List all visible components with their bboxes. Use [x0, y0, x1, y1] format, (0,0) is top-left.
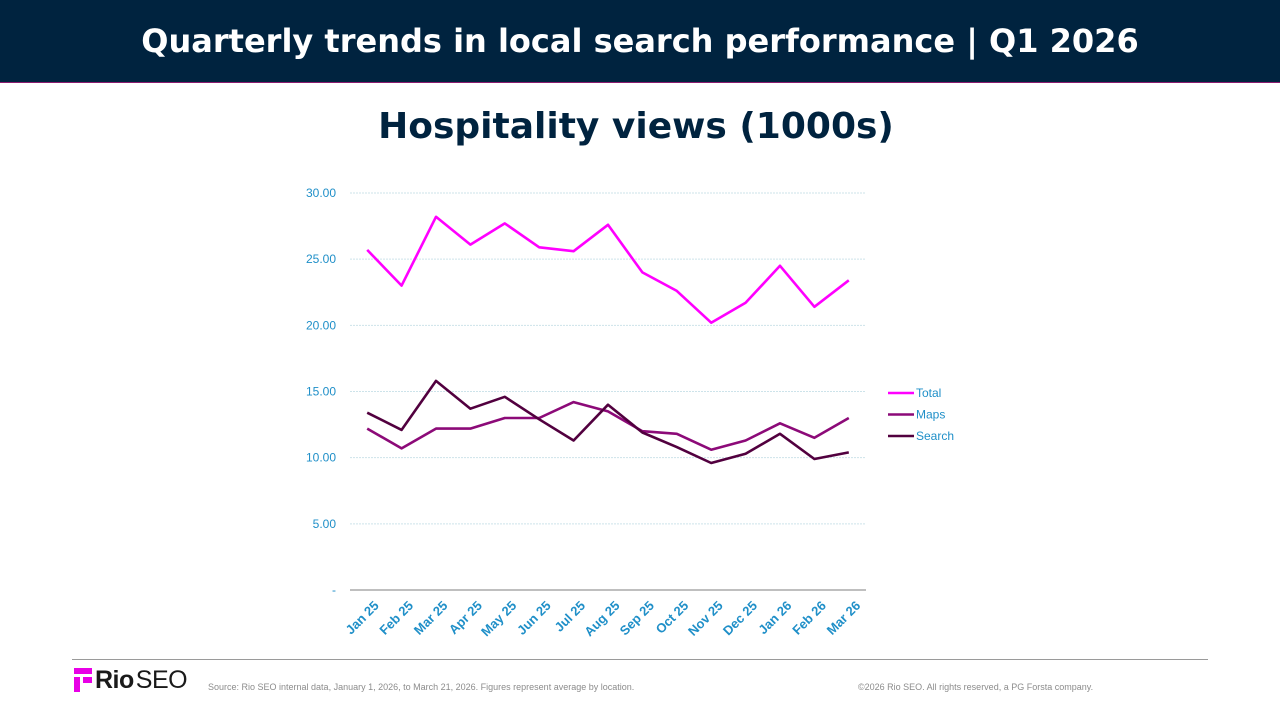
series-line-search	[366, 379, 850, 465]
x-tick-label: Oct 25	[653, 598, 692, 637]
x-tick-label: Jan 26	[755, 598, 794, 637]
y-tick-label: 15.00	[306, 385, 336, 399]
x-tick-label: Feb 25	[376, 598, 416, 638]
x-tick-label: Jan 25	[343, 598, 382, 637]
x-tick-label: Dec 25	[720, 598, 760, 638]
x-tick-label: Aug 25	[581, 598, 622, 639]
footer-divider	[72, 659, 1208, 660]
chart-title: Hospitality views (1000s)	[378, 106, 894, 147]
series-line-maps	[366, 400, 850, 452]
y-tick-label: -	[332, 583, 336, 597]
x-tick-label: Mar 25	[411, 598, 451, 638]
x-tick-label: Apr 25	[446, 598, 485, 637]
x-tick-label: Nov 25	[685, 598, 726, 639]
x-tick-label: May 25	[478, 598, 519, 639]
page-title: Quarterly trends in local search perform…	[141, 22, 1139, 60]
legend-label-total: Total	[916, 386, 941, 400]
series-line-total	[366, 215, 850, 325]
logo-mark-icon	[74, 668, 92, 692]
y-tick-label: 20.00	[306, 318, 336, 332]
x-tick-label: Feb 26	[789, 598, 829, 638]
y-tick-label: 25.00	[306, 252, 336, 266]
y-tick-label: 5.00	[313, 517, 337, 531]
legend-label-maps: Maps	[916, 408, 945, 422]
copyright-note: ©2026 Rio SEO. All rights reserved, a PG…	[858, 682, 1094, 692]
y-tick-label: 30.00	[306, 186, 336, 200]
rio-seo-logo: Rio SEO	[74, 665, 188, 694]
x-tick-label: Mar 26	[824, 598, 864, 638]
x-tick-label: Sep 25	[617, 598, 657, 638]
source-note: Source: Rio SEO internal data, January 1…	[208, 682, 635, 692]
logo-rio-text: Rio	[95, 665, 134, 694]
x-tick-label: Jun 25	[514, 598, 554, 638]
logo-seo-text: SEO	[135, 665, 188, 694]
legend-label-search: Search	[916, 429, 954, 443]
header-bar: Quarterly trends in local search perform…	[0, 0, 1280, 83]
y-tick-label: 10.00	[306, 451, 336, 465]
